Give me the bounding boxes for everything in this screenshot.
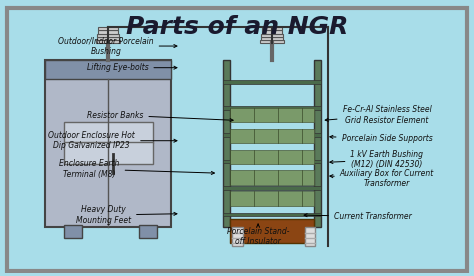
Bar	[97, 40, 120, 43]
Text: Resistor Banks: Resistor Banks	[87, 110, 233, 122]
Bar	[262, 30, 283, 34]
Text: Auxiliary Box for Current
Transformer: Auxiliary Box for Current Transformer	[330, 169, 434, 188]
Text: Enclosure Earth
Terminal (M8): Enclosure Earth Terminal (M8)	[59, 160, 214, 179]
Bar	[230, 219, 314, 243]
Text: Lifting Eye-bolts: Lifting Eye-bolts	[87, 63, 177, 72]
Bar	[230, 129, 314, 143]
Text: Fe-Cr-Al Stainless Steel
Grid Resistor Element: Fe-Cr-Al Stainless Steel Grid Resistor E…	[325, 105, 431, 125]
Bar	[223, 80, 321, 84]
Bar	[262, 27, 282, 30]
Bar	[314, 60, 321, 227]
Text: Porcelain Stand-
off Insulator: Porcelain Stand- off Insulator	[227, 224, 289, 246]
Bar	[261, 37, 283, 40]
Text: Current Transformer: Current Transformer	[304, 212, 412, 221]
Bar	[223, 160, 321, 163]
Bar	[230, 191, 314, 206]
Bar	[223, 186, 321, 190]
Bar	[97, 34, 119, 37]
Bar	[230, 108, 314, 123]
Bar	[45, 60, 172, 227]
Bar	[223, 107, 321, 110]
Bar	[223, 133, 321, 137]
Bar	[223, 60, 230, 227]
Bar	[260, 40, 284, 43]
Bar	[98, 30, 118, 34]
Bar	[98, 27, 118, 30]
Bar	[232, 227, 243, 246]
Text: 1 kV Earth Bushing
(M12) (DIN 42530): 1 kV Earth Bushing (M12) (DIN 42530)	[330, 150, 423, 169]
Bar	[64, 142, 153, 163]
Bar	[261, 34, 283, 37]
Bar	[230, 150, 314, 164]
Text: Outdoor Enclosure Hot
Dip Galvanized IP23: Outdoor Enclosure Hot Dip Galvanized IP2…	[48, 131, 177, 150]
Bar	[97, 37, 119, 40]
Bar	[223, 213, 321, 216]
Bar	[305, 227, 315, 246]
Text: Porcelain Side Supports: Porcelain Side Supports	[330, 134, 432, 143]
Bar	[230, 171, 314, 185]
Text: Heavy Duty
Mounting Feet: Heavy Duty Mounting Feet	[76, 205, 177, 225]
Text: Parts of an NGR: Parts of an NGR	[126, 15, 348, 39]
Text: Outdoor/Indoor Porcelain
Bushing: Outdoor/Indoor Porcelain Bushing	[58, 36, 177, 56]
Bar	[138, 225, 157, 238]
Bar	[45, 60, 172, 78]
Bar	[64, 225, 82, 238]
Bar	[64, 122, 153, 144]
